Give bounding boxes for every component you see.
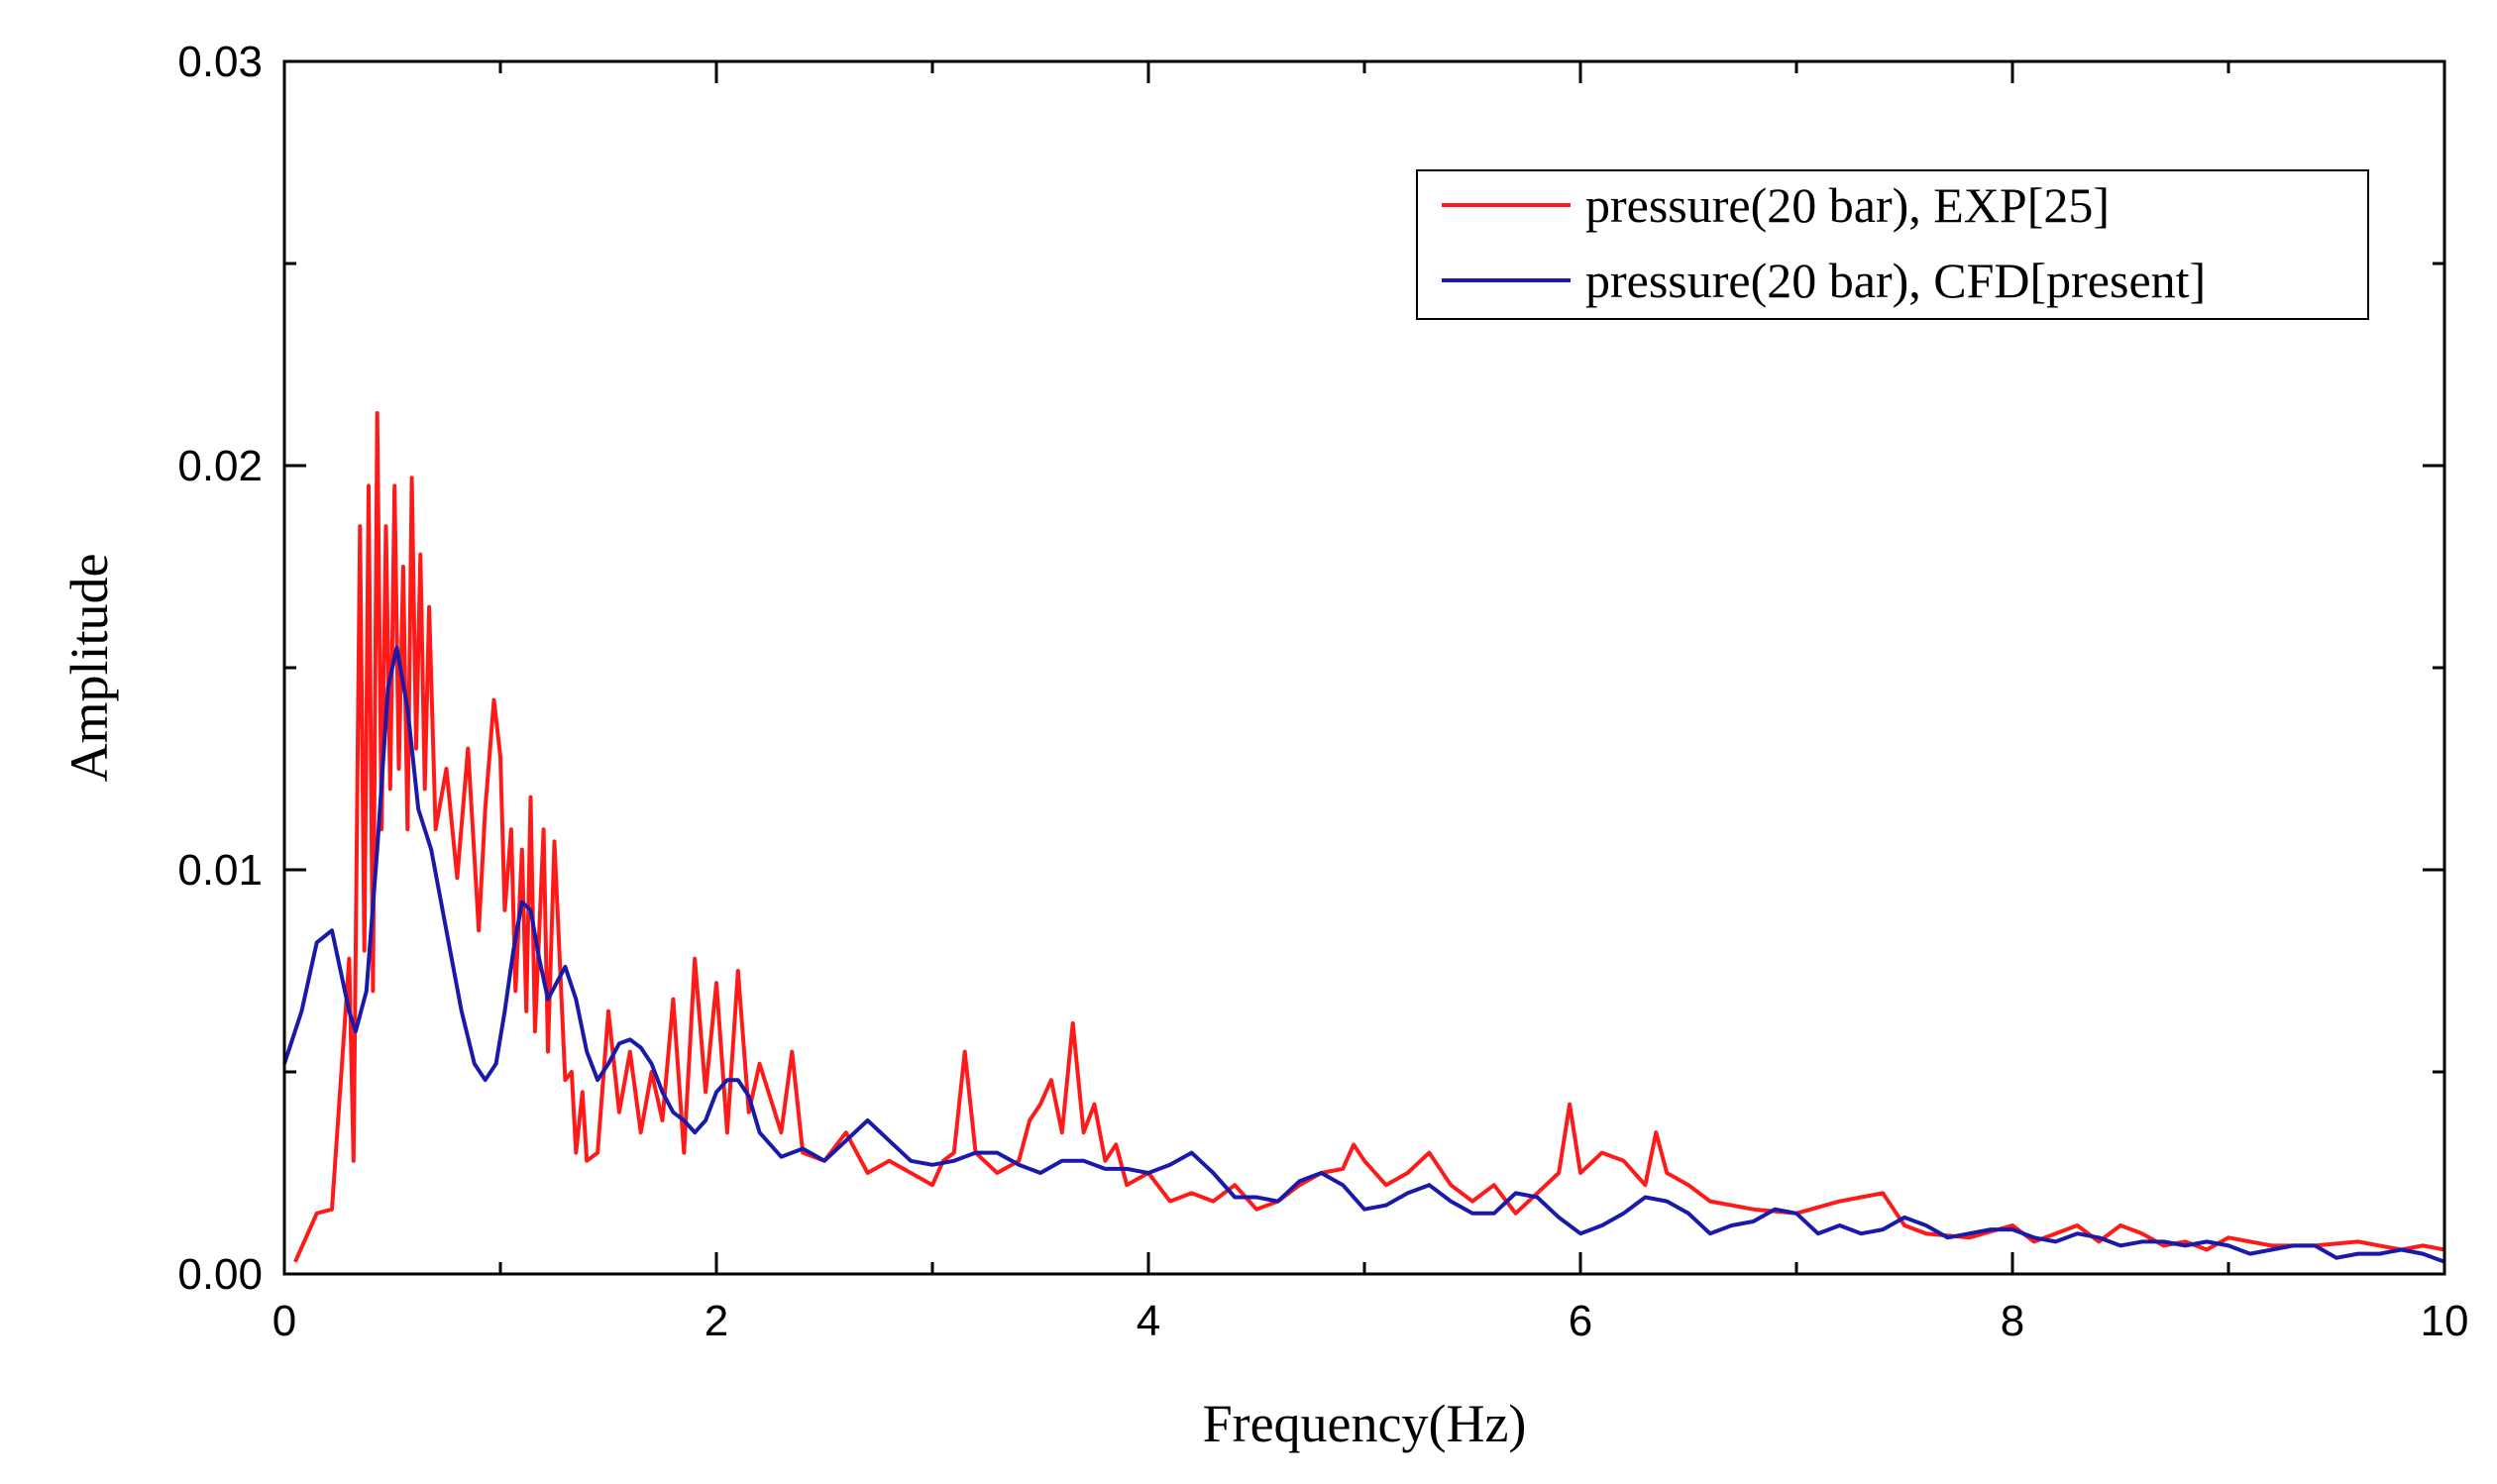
ticks-layer [282, 59, 2446, 1276]
legend-label-cfd: pressure(20 bar), CFD[present] [1585, 253, 2206, 308]
series-line-exp [293, 411, 2445, 1263]
y-tick-label: 0.02 [177, 442, 263, 490]
y-tick-label: 0.03 [177, 38, 263, 86]
x-tick-label: 10 [2421, 1297, 2469, 1345]
x-tick-label: 6 [1569, 1297, 1592, 1345]
tick-labels-layer: 0 2 4 6 8 10 0.00 0.01 0.02 0.03 [177, 38, 2468, 1345]
y-tick-label: 0.00 [177, 1250, 263, 1299]
series-line-cfd [282, 645, 2445, 1264]
legend-box [1416, 169, 2369, 320]
x-tick-label: 8 [2001, 1297, 2024, 1345]
x-tick-label: 2 [705, 1297, 728, 1345]
legend-label-exp: pressure(20 bar), EXP[25] [1585, 177, 2110, 233]
legend: pressure(20 bar), EXP[25] pressure(20 ba… [1416, 169, 2369, 320]
x-tick-label: 4 [1137, 1297, 1160, 1345]
y-axis-label: Amplitude [59, 554, 119, 783]
x-tick-label: 0 [272, 1297, 296, 1345]
y-tick-label: 0.01 [177, 846, 263, 895]
x-axis-label: Frequency(Hz) [1203, 1394, 1527, 1453]
series-layer [282, 411, 2445, 1264]
